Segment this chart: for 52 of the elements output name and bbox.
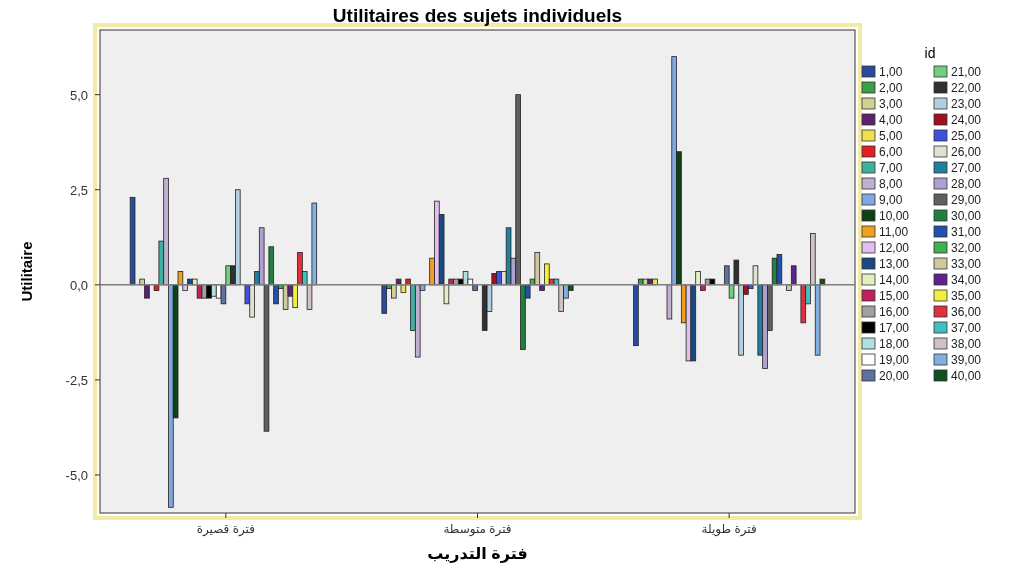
legend-label: 7,00 [879,161,903,175]
legend-label: 34,00 [951,273,982,287]
legend-label: 30,00 [951,209,982,223]
legend-label: 40,00 [951,369,982,383]
legend-label: 3,00 [879,97,903,111]
x-tick-label: فترة قصيرة [196,522,255,537]
legend-label: 35,00 [951,289,982,303]
legend-label: 28,00 [951,177,982,191]
legend-label: 22,00 [951,81,982,95]
legend-label: 6,00 [879,145,903,159]
legend-label: 13,00 [879,257,910,271]
legend-label: 20,00 [879,369,910,383]
legend-label: 17,00 [879,321,910,335]
legend-label: 25,00 [951,129,982,143]
legend-label: 26,00 [951,145,982,159]
x-tick-label: فترة متوسطة [443,522,512,537]
x-tick-label: فترة طويلة [701,522,757,537]
legend-label: 33,00 [951,257,982,271]
legend-label: 23,00 [951,97,982,111]
legend-label: 19,00 [879,353,910,367]
y-tick-label: 5,0 [69,87,88,103]
legend-label: 29,00 [951,193,982,207]
legend-title: id [924,45,936,61]
legend-label: 2,00 [879,81,903,95]
x-axis-title: فترة التدريب [427,545,528,563]
legend-label: 12,00 [879,241,910,255]
legend-label: 36,00 [951,305,982,319]
legend-label: 15,00 [879,289,910,303]
legend-label: 18,00 [879,337,910,351]
legend-label: 4,00 [879,113,903,127]
legend-label: 39,00 [951,353,982,367]
chart-title: Utilitaires des sujets individuels [332,5,623,26]
y-axis-title: Utilitaire [18,241,35,302]
legend-label: 14,00 [879,273,910,287]
legend-label: 24,00 [951,113,982,127]
legend-label: 9,00 [879,193,903,207]
legend-label: 31,00 [951,225,982,239]
legend-label: 37,00 [951,321,982,335]
y-tick-label: -2,5 [65,372,88,388]
legend-label: 16,00 [879,305,910,319]
y-tick-label: 2,5 [69,182,88,198]
legend-label: 11,00 [879,225,909,239]
legend-label: 27,00 [951,161,982,175]
legend-label: 10,00 [879,209,910,223]
y-tick-label: -5,0 [65,467,88,483]
legend-label: 5,00 [879,129,903,143]
legend-label: 32,00 [951,241,982,255]
legend-label: 1,00 [879,65,903,79]
legend-label: 38,00 [951,337,982,351]
y-tick-label: 0,0 [69,277,88,293]
legend-label: 8,00 [879,177,903,191]
legend-label: 21,00 [951,65,982,79]
